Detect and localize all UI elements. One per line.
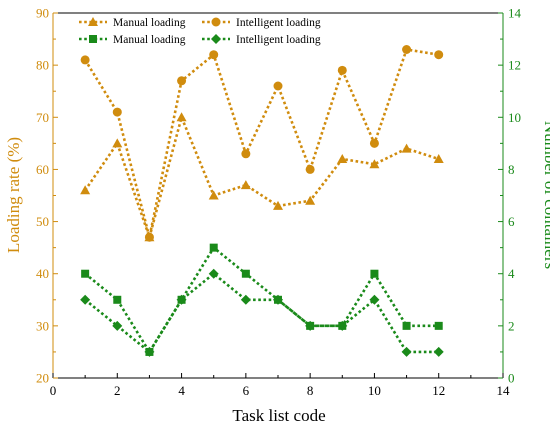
data-point-triangle	[80, 185, 91, 195]
right-y-tick-label: 2	[508, 318, 515, 333]
legend-item: Intelligent loading	[202, 17, 321, 29]
data-point-diamond	[208, 268, 219, 279]
data-point-diamond	[176, 294, 187, 305]
left-y-tick-label: 60	[36, 162, 49, 177]
data-point-circle	[434, 50, 444, 60]
right-y-tick-label: 6	[508, 214, 515, 229]
legend-marker-square	[89, 35, 97, 43]
data-point-circle	[337, 65, 347, 75]
data-point-triangle	[401, 143, 412, 153]
data-point-triangle	[240, 180, 251, 190]
data-point-diamond	[80, 294, 91, 305]
data-point-square	[370, 269, 379, 278]
legend-marker-circle	[211, 17, 221, 27]
series-0-triangle	[80, 112, 444, 242]
series-line	[84, 48, 439, 238]
data-point-diamond	[144, 346, 155, 357]
data-point-square	[402, 321, 411, 330]
x-tick-label: 10	[368, 383, 381, 398]
data-point-diamond	[369, 294, 380, 305]
x-tick-label: 0	[50, 383, 57, 398]
data-point-circle	[241, 149, 251, 159]
left-y-tick-label: 20	[36, 371, 49, 386]
legend-item: Intelligent loading	[202, 34, 321, 46]
legend-label: Manual loading	[113, 17, 186, 29]
legend-label: Intelligent loading	[236, 17, 321, 29]
legend-item: Manual loading	[79, 17, 186, 29]
data-point-square	[209, 243, 218, 252]
right-y-tick-label: 8	[508, 162, 515, 177]
data-point-triangle	[176, 112, 187, 122]
data-point-diamond	[305, 320, 316, 331]
data-point-circle	[273, 81, 283, 91]
series-line	[84, 245, 439, 355]
data-point-circle	[305, 164, 315, 174]
series-layer	[80, 45, 444, 357]
data-point-circle	[144, 232, 154, 242]
data-point-square	[81, 269, 90, 278]
data-point-diamond	[112, 320, 123, 331]
left-y-tick-label: 30	[36, 318, 49, 333]
x-tick-label: 14	[497, 383, 511, 398]
data-point-triangle	[369, 159, 380, 169]
data-point-triangle	[112, 138, 123, 148]
data-point-triangle	[273, 200, 283, 210]
data-point-circle	[177, 76, 187, 86]
x-tick-label: 2	[114, 383, 121, 398]
data-point-diamond	[337, 320, 348, 331]
data-point-triangle	[208, 190, 219, 200]
right-y-tick-label: 4	[508, 266, 515, 281]
axes-layer: 0 2 4 6 8 10 12 14 20 30 40 50 60 70 80 90 0 2 4 6 8 10 12 14	[36, 6, 522, 399]
data-point-triangle	[433, 154, 444, 163]
right-y-tick-label: 10	[508, 110, 521, 125]
left-y-tick-label: 80	[36, 58, 49, 73]
x-axis-title: Task list code	[232, 406, 325, 425]
data-point-circle	[209, 50, 219, 60]
data-point-circle	[80, 55, 90, 65]
x-tick-label: 4	[178, 383, 185, 398]
data-point-triangle	[305, 195, 316, 205]
data-point-diamond	[433, 346, 444, 357]
series-3-diamond	[80, 268, 444, 357]
left-y-tick-label: 40	[36, 266, 49, 281]
data-point-diamond	[401, 346, 412, 357]
right-y-axis-title: Number of containers	[541, 121, 550, 269]
data-point-square	[241, 269, 250, 278]
series-line	[84, 113, 440, 242]
data-point-square	[113, 295, 122, 304]
data-point-circle	[369, 138, 379, 148]
legend: Manual loading Intelligent loading Manual …	[79, 17, 321, 46]
left-y-axis-title: Loading rate (%)	[4, 137, 23, 253]
data-point-circle	[112, 107, 122, 117]
legend-item: Manual loading	[79, 34, 186, 46]
right-y-tick-label: 14	[508, 6, 522, 21]
left-y-tick-label: 50	[36, 214, 49, 229]
legend-label: Intelligent loading	[236, 34, 321, 46]
legend-marker-diamond	[211, 34, 221, 44]
data-point-circle	[402, 45, 412, 54]
data-point-triangle	[337, 154, 348, 163]
series-1-circle	[80, 45, 444, 242]
data-point-diamond	[273, 294, 283, 305]
legend-label: Manual loading	[113, 34, 186, 46]
right-y-tick-label: 12	[508, 58, 521, 73]
x-tick-label: 8	[307, 383, 314, 398]
left-y-tick-label: 90	[36, 6, 49, 21]
x-tick-label: 6	[243, 383, 250, 398]
right-y-tick-label: 0	[508, 371, 515, 386]
x-tick-label: 12	[432, 383, 445, 398]
legend-marker-triangle	[88, 17, 98, 26]
data-point-diamond	[240, 294, 251, 305]
data-point-square	[434, 321, 443, 330]
left-y-tick-label: 70	[36, 110, 49, 125]
